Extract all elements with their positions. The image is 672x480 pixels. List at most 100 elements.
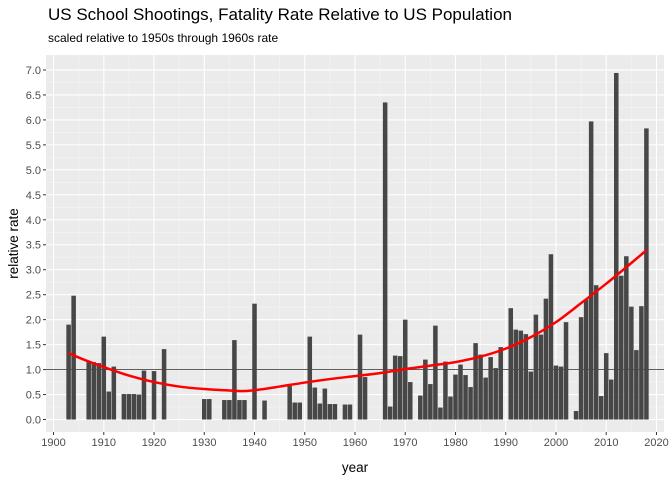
y-tick-label: 4.5: [26, 190, 41, 202]
bar: [408, 382, 413, 420]
bar: [483, 377, 488, 420]
y-tick-label: 3.5: [26, 240, 41, 252]
x-tick-label: 1940: [242, 437, 266, 449]
bar: [553, 365, 559, 420]
bar: [111, 366, 117, 420]
bar: [619, 275, 624, 420]
y-tick-label: 1.5: [26, 340, 41, 352]
y-tick-label: 4.0: [26, 215, 41, 227]
x-tick-label: 1970: [393, 437, 417, 449]
bar: [387, 406, 393, 420]
bar: [593, 285, 599, 420]
bar: [458, 364, 463, 420]
bar: [443, 361, 448, 420]
y-axis-title: relative rate: [6, 208, 21, 279]
x-tick-label: 2020: [644, 437, 668, 449]
y-tick-label: 6.5: [26, 90, 41, 102]
bar: [583, 299, 589, 420]
bar: [382, 102, 388, 420]
bar: [508, 308, 514, 420]
bar: [634, 350, 639, 420]
x-tick-label: 1920: [142, 437, 166, 449]
bar: [91, 362, 96, 420]
bar: [644, 128, 649, 420]
y-tick-label: 3.0: [26, 265, 41, 277]
bar: [347, 404, 353, 420]
bar: [131, 394, 137, 420]
bar: [418, 395, 423, 420]
bar: [639, 306, 644, 420]
bar: [342, 404, 348, 420]
x-tick-label: 1950: [293, 437, 317, 449]
bar: [207, 399, 212, 420]
bar: [292, 402, 297, 420]
y-tick-label: 0.5: [26, 390, 41, 402]
bar: [101, 336, 107, 420]
bar: [513, 329, 519, 420]
bar: [608, 379, 614, 420]
x-axis: 1900 1910 1920 1930 1940 1950 1960 1970 1980 1990…: [41, 432, 669, 449]
bar: [558, 366, 564, 420]
y-tick-label: 6.0: [26, 115, 41, 127]
bar: [71, 295, 76, 420]
bar: [96, 363, 102, 420]
bar: [332, 404, 338, 420]
y-tick-label: 7.0: [26, 65, 41, 77]
bar: [603, 353, 609, 420]
bar: [463, 375, 468, 420]
bar: [237, 400, 242, 420]
bar: [136, 394, 142, 420]
y-axis: 0.0 0.5 1.0 1.5 2.0 2.5 3.0 3.5 4.0 4.5 5.0 5.5 6.0 6…: [26, 65, 46, 427]
bar: [624, 256, 629, 420]
y-tick-label: 5.0: [26, 165, 41, 177]
x-tick-label: 1910: [92, 437, 116, 449]
bar: [533, 314, 539, 420]
bar: [433, 325, 438, 420]
y-tick-label: 2.0: [26, 315, 41, 327]
bar: [578, 317, 584, 420]
bar: [498, 347, 503, 420]
bar: [202, 399, 207, 420]
bar-series: [66, 72, 649, 420]
x-tick-label: 1990: [493, 437, 517, 449]
x-tick-label: 2000: [544, 437, 568, 449]
y-tick-label: 0.0: [26, 415, 41, 427]
bar: [106, 391, 112, 420]
bar: [523, 334, 529, 420]
bar: [473, 343, 478, 420]
y-tick-label: 5.5: [26, 140, 41, 152]
bar: [317, 403, 323, 420]
trend-line: [68, 249, 648, 393]
x-tick-label: 2010: [594, 437, 618, 449]
bar: [121, 394, 127, 420]
bar: [126, 394, 132, 420]
y-tick-label: 1.0: [26, 365, 41, 377]
bar: [397, 356, 403, 420]
bar: [538, 334, 544, 420]
bar: [493, 368, 498, 420]
bar: [563, 322, 569, 420]
bar: [629, 306, 634, 420]
bar: [66, 324, 71, 420]
bar: [307, 336, 313, 420]
bar: [232, 340, 237, 420]
y-tick-label: 2.5: [26, 290, 41, 302]
bar: [438, 407, 443, 420]
bar: [428, 384, 433, 420]
x-tick-label: 1930: [192, 437, 216, 449]
x-tick-label: 1980: [443, 437, 467, 449]
bar: [287, 386, 292, 420]
bar: [573, 411, 579, 420]
bar: [598, 396, 604, 420]
bar: [478, 354, 483, 420]
x-tick-label: 1900: [41, 437, 65, 449]
bar: [468, 387, 473, 420]
bar: [322, 388, 328, 420]
chart-title: US School Shootings, Fatality Rate Relat…: [48, 5, 512, 24]
bar: [518, 330, 524, 420]
bar: [488, 357, 493, 420]
bar: [453, 374, 458, 420]
bar: [528, 371, 534, 420]
bar: [252, 303, 257, 420]
